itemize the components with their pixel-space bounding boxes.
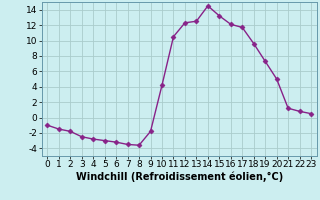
X-axis label: Windchill (Refroidissement éolien,°C): Windchill (Refroidissement éolien,°C) (76, 172, 283, 182)
